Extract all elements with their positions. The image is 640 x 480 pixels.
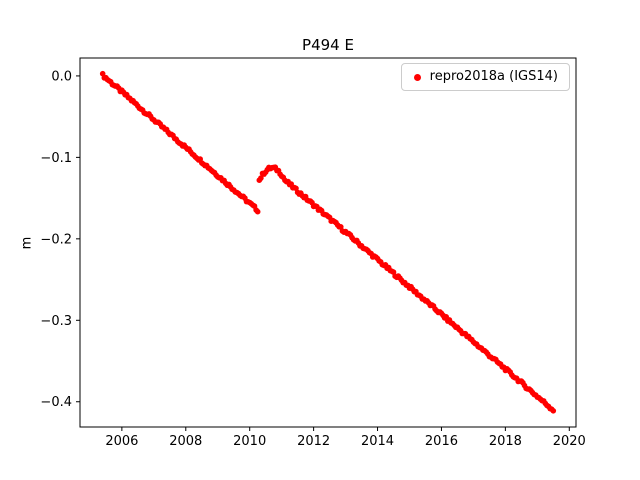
- y-tick-label: −0.1: [40, 151, 72, 166]
- x-tick-label: 2014: [361, 434, 394, 449]
- axes-border: [79, 57, 577, 428]
- y-tick-label: 0.0: [51, 69, 72, 84]
- y-tick-label: −0.4: [40, 395, 72, 410]
- x-tick-label: 2006: [105, 434, 138, 449]
- y-tick-label: −0.2: [40, 232, 72, 247]
- x-tick-label: 2020: [553, 434, 586, 449]
- y-tick-label: −0.3: [40, 314, 72, 329]
- data-point: [550, 408, 557, 414]
- data-point: [338, 224, 344, 230]
- x-tick-label: 2016: [425, 434, 458, 449]
- legend-marker-dot: [413, 73, 421, 81]
- x-tick-label: 2018: [489, 434, 522, 449]
- x-tick-label: 2010: [233, 434, 266, 449]
- y-axis-label: m: [19, 236, 35, 250]
- x-tick-label: 2008: [169, 434, 202, 449]
- chart-title: P494 E: [302, 36, 354, 54]
- data-point: [258, 175, 264, 181]
- data-point: [254, 208, 261, 215]
- x-tick-label: 2012: [297, 434, 330, 449]
- legend-label: repro2018a (IGS14): [429, 69, 558, 84]
- data-point: [99, 70, 106, 77]
- legend: repro2018a (IGS14): [400, 63, 570, 91]
